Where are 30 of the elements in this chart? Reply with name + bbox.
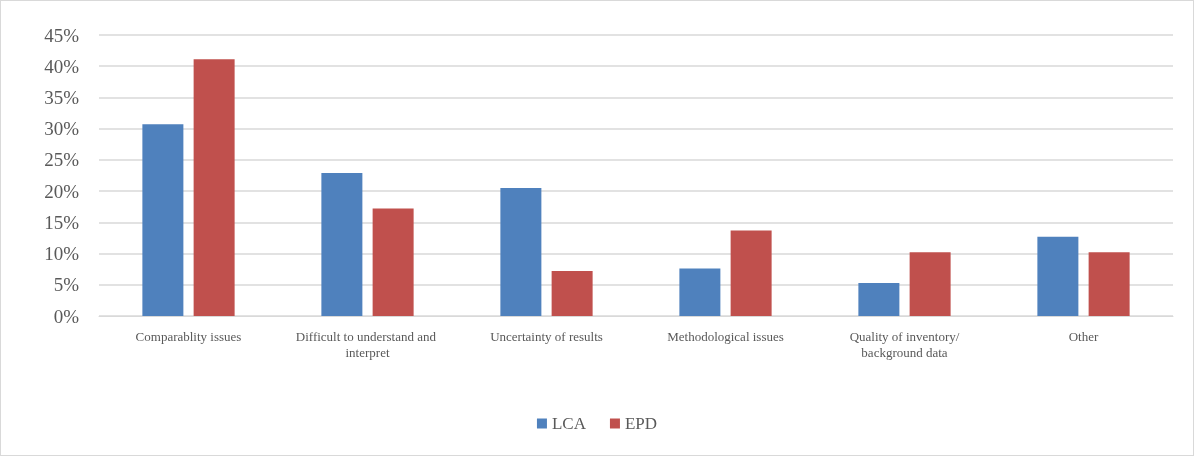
bar [500, 187, 542, 316]
y-tick-label: 30% [44, 118, 80, 140]
x-tick-label: Comparablity issues [135, 328, 242, 344]
y-tick-label: 15% [44, 211, 80, 233]
y-tick-label: 0% [53, 305, 80, 327]
bar [858, 282, 900, 316]
bar [730, 230, 772, 316]
bar [679, 268, 721, 316]
x-tick-label: Methodological issues [667, 328, 784, 344]
y-tick-label: 20% [44, 180, 80, 202]
bar [1037, 236, 1079, 316]
y-tick-label: 25% [44, 149, 80, 171]
legend-label: EPD [624, 414, 658, 433]
bar [551, 271, 593, 316]
x-tick-label: Difficult to understand and interpret [295, 328, 440, 360]
bar [1088, 252, 1130, 316]
y-tick-label: 40% [44, 55, 80, 77]
y-tick-label: 35% [44, 86, 80, 108]
y-tick-label: 45% [44, 24, 80, 46]
y-tick-label: 10% [44, 243, 80, 265]
x-tick-label: Other [1068, 328, 1099, 344]
bar [321, 173, 363, 316]
bar [909, 252, 951, 316]
bar [193, 59, 235, 316]
bar [142, 124, 184, 316]
legend-label: LCA [551, 414, 587, 433]
x-tick-label: Quality of inventory/background data [849, 328, 960, 360]
bar [372, 208, 414, 316]
y-tick-label: 5% [53, 274, 80, 296]
x-tick-label: Uncertainty of results [490, 328, 603, 344]
